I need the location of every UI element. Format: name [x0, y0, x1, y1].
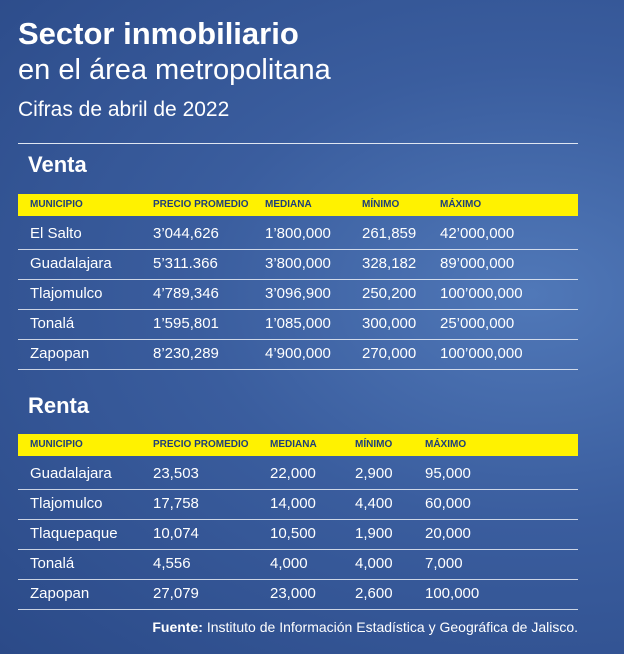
table-cell: 3’044,626 — [153, 225, 219, 242]
column-header: MÍNIMO — [362, 199, 400, 210]
table-cell: 4,556 — [153, 555, 191, 572]
table-cell: 17,758 — [153, 495, 199, 512]
table-cell: 10,500 — [270, 525, 316, 542]
row-divider — [18, 279, 578, 280]
table-cell: 2,900 — [355, 465, 393, 482]
table-cell: Tonalá — [30, 555, 75, 572]
table-cell: 328,182 — [362, 255, 417, 272]
column-header: MEDIANA — [265, 199, 312, 210]
table-cell: Guadalajara — [30, 465, 112, 482]
table-cell: El Salto — [30, 225, 82, 242]
row-divider — [18, 369, 578, 370]
table-cell: 1’800,000 — [265, 225, 331, 242]
column-header: MÁXIMO — [425, 439, 467, 450]
table-cell: 1,900 — [355, 525, 393, 542]
table-cell: 4,000 — [355, 555, 393, 572]
table-cell: 8’230,289 — [153, 345, 219, 362]
row-divider — [18, 549, 578, 550]
source-text: Instituto de Información Estadística y G… — [206, 619, 578, 635]
row-divider — [18, 579, 578, 580]
column-header: MÍNIMO — [355, 439, 393, 450]
column-header: PRECIO PROMEDIO — [153, 439, 249, 450]
table-cell: 60,000 — [425, 495, 471, 512]
table-cell: 10,074 — [153, 525, 199, 542]
table-cell: 100’000,000 — [440, 345, 523, 362]
subtitle: en el área metropolitana — [18, 54, 331, 86]
column-header: MUNICIPIO — [30, 199, 83, 210]
table-cell: 2,600 — [355, 585, 393, 602]
title: Sector inmobiliario — [18, 16, 299, 51]
column-header: PRECIO PROMEDIO — [153, 199, 249, 210]
table-cell: 1’595,801 — [153, 315, 219, 332]
date: Cifras de abril de 2022 — [18, 98, 230, 121]
table-cell: 3’096,900 — [265, 285, 331, 302]
table-cell: 23,000 — [270, 585, 316, 602]
column-header: MUNICIPIO — [30, 439, 83, 450]
divider — [18, 143, 578, 144]
source: Fuente: Instituto de Información Estadís… — [152, 619, 578, 635]
table-cell: 270,000 — [362, 345, 417, 362]
table-cell: 5’311.366 — [153, 255, 218, 272]
table-cell: Tlaquepaque — [30, 525, 118, 542]
table-cell: Tlajomulco — [30, 495, 103, 512]
table-cell: 23,503 — [153, 465, 199, 482]
column-header: MEDIANA — [270, 439, 317, 450]
table-cell: 25’000,000 — [440, 315, 515, 332]
source-label: Fuente: — [152, 619, 203, 635]
table-cell: 300,000 — [362, 315, 417, 332]
table-cell: 4’900,000 — [265, 345, 331, 362]
table-cell: 89’000,000 — [440, 255, 515, 272]
table-cell: 22,000 — [270, 465, 316, 482]
table-cell: 4’789,346 — [153, 285, 219, 302]
row-divider — [18, 249, 578, 250]
table-cell: 95,000 — [425, 465, 471, 482]
section-title: Renta — [28, 393, 90, 418]
row-divider — [18, 489, 578, 490]
table-cell: Zapopan — [30, 345, 90, 362]
table-cell: Tlajomulco — [30, 285, 103, 302]
table-cell: 250,200 — [362, 285, 417, 302]
table-cell: 14,000 — [270, 495, 316, 512]
row-divider — [18, 309, 578, 310]
table-cell: 4,400 — [355, 495, 393, 512]
section-title: Venta — [28, 152, 87, 177]
column-header: MÁXIMO — [440, 199, 482, 210]
table-cell: 4,000 — [270, 555, 308, 572]
header-bar — [18, 194, 578, 216]
table-cell: 100’000,000 — [440, 285, 523, 302]
row-divider — [18, 609, 578, 610]
table-cell: Guadalajara — [30, 255, 112, 272]
table-cell: Zapopan — [30, 585, 90, 602]
row-divider — [18, 519, 578, 520]
table-cell: 100,000 — [425, 585, 480, 602]
row-divider — [18, 339, 578, 340]
table-cell: 27,079 — [153, 585, 199, 602]
table-cell: Tonalá — [30, 315, 75, 332]
table-cell: 20,000 — [425, 525, 471, 542]
table-cell: 1’085,000 — [265, 315, 331, 332]
table-cell: 42’000,000 — [440, 225, 515, 242]
table-cell: 261,859 — [362, 225, 417, 242]
table-cell: 7,000 — [425, 555, 463, 572]
header-bar — [18, 434, 578, 456]
table-cell: 3’800,000 — [265, 255, 331, 272]
